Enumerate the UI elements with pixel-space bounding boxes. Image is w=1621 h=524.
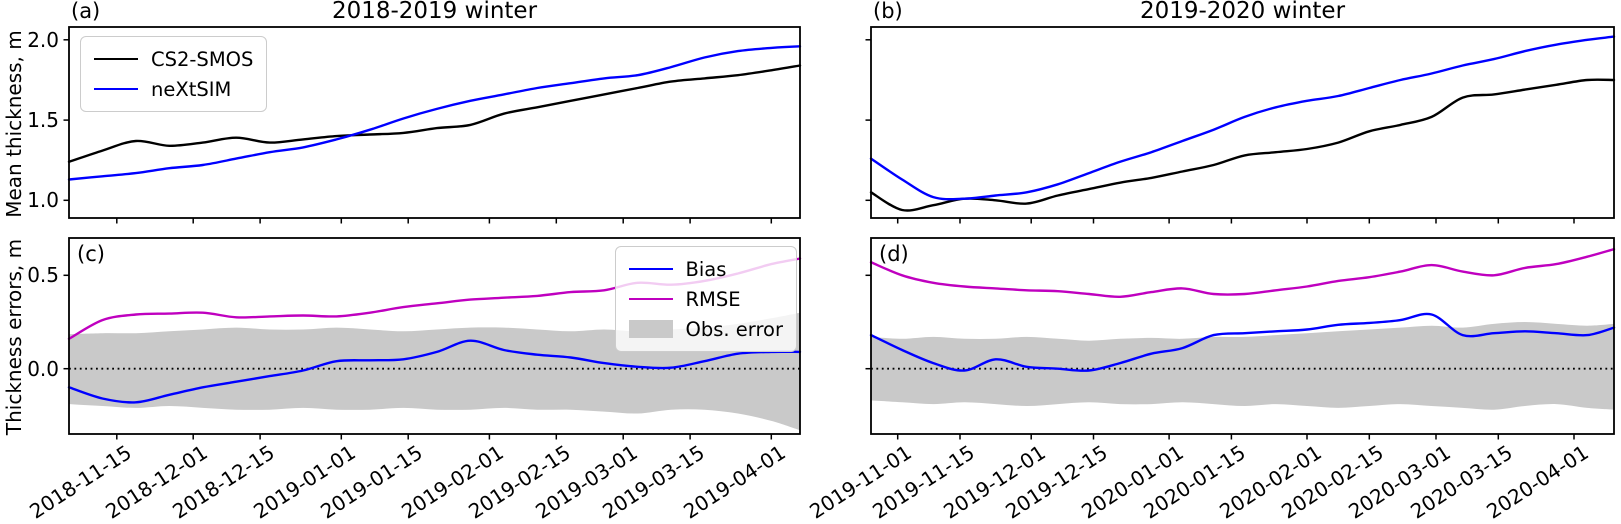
legend-entry: RMSE [628,284,784,314]
series-line-bias [869,312,1616,372]
panel-label-a: (a) [71,0,101,23]
y-axis-label-thickness-errors: Thickness errors, m [2,238,26,436]
legend-label: CS2-SMOS [151,47,254,71]
legend-entry: neXtSIM [94,74,253,104]
legend-label: neXtSIM [151,77,232,101]
legend-panel-a: CS2-SMOS neXtSIM [80,36,268,112]
y-tick-label: 0.5 [27,263,59,288]
legend-label: Bias [685,257,727,281]
title-winter-2019-2020: 2019-2020 winter [1139,0,1346,24]
legend-entry: CS2-SMOS [94,44,253,74]
legend-line-sample [94,88,138,90]
series-line-nextsim [869,35,1616,201]
panel-label-b: (b) [873,0,903,23]
legend-panel-c: Bias RMSE Obs. error [614,246,797,352]
panel-b-mean-thickness-2019-2020 [865,26,1616,224]
series-line-bias [67,339,802,404]
legend-entry: Bias [628,254,784,284]
axes-frame [68,26,801,219]
y-tick-label: 0.0 [27,356,59,381]
chart-canvas-d [865,237,1616,440]
legend-label: RMSE [685,287,741,311]
y-tick-label: 1.5 [27,108,59,133]
chart-canvas-a [63,26,802,224]
axes-frame [68,237,801,435]
legend-line-sample [628,298,673,300]
series-line-cs2-smos [869,78,1616,212]
axes-frame [870,26,1615,219]
panel-d-thickness-errors-2019-2020 [865,237,1616,440]
y-tick-label: 2.0 [27,27,59,52]
series-line-rmse [869,248,1616,299]
axes-frame [870,237,1615,435]
legend-line-sample [628,268,673,270]
chart-canvas-b [865,26,1616,224]
legend-line-sample [94,58,138,60]
series-line-nextsim [67,45,802,181]
legend-label: Obs. error [685,317,784,341]
y-tick-label: 1.0 [27,188,59,213]
legend-entry: Obs. error [628,314,784,344]
panel-label-c: (c) [77,242,105,266]
title-winter-2018-2019: 2018-2019 winter [331,0,538,24]
series-line-cs2-smos [67,64,802,163]
legend-band-swatch [628,320,673,338]
obs-error-band [871,322,1614,410]
panel-label-d: (d) [879,242,909,266]
y-axis-label-mean-thickness: Mean thickness, m [2,30,26,218]
